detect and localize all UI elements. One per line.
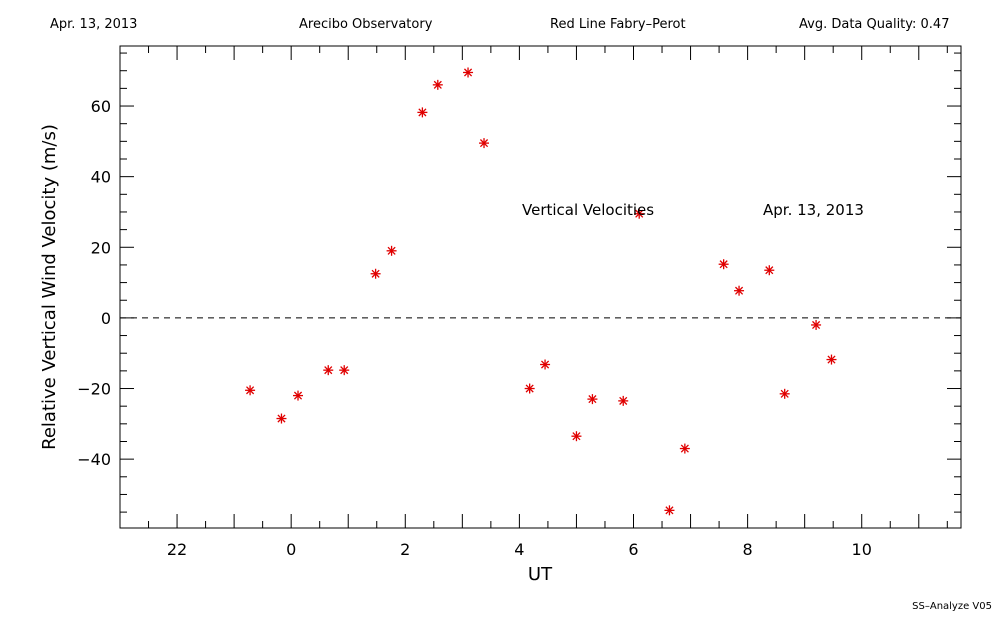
axis-tick-labels: 22 0 2 4 6 8 10 −40 −20 0 20 40 60: [77, 97, 872, 559]
header-date: Apr. 13, 2013: [50, 17, 138, 32]
data-point: [479, 138, 490, 149]
data-point: [432, 79, 443, 90]
data-point: [276, 413, 287, 424]
data-point: [679, 443, 690, 454]
data-point: [540, 359, 551, 370]
x-tick-label: 0: [286, 540, 296, 559]
x-tick-label: 22: [167, 540, 187, 559]
data-point: [811, 319, 822, 330]
y-tick-label: 20: [91, 238, 111, 257]
y-tick-label: 40: [91, 168, 111, 187]
data-point: [826, 354, 837, 365]
data-point: [524, 383, 535, 394]
annotation-date: Apr. 13, 2013: [763, 201, 864, 219]
data-point: [245, 385, 256, 396]
data-point: [587, 394, 598, 405]
data-point: [463, 67, 474, 78]
axis-ticks: [120, 46, 961, 528]
data-point: [293, 390, 304, 401]
data-point: [779, 388, 790, 399]
data-point: [571, 431, 582, 442]
y-tick-label: −40: [77, 450, 111, 469]
data-point: [664, 505, 675, 516]
data-point: [370, 268, 381, 279]
x-tick-label: 10: [852, 540, 872, 559]
data-point: [764, 265, 775, 276]
data-points: [245, 67, 837, 516]
y-axis-title: Relative Vertical Wind Velocity (m/s): [39, 124, 60, 450]
data-point: [634, 208, 645, 219]
x-tick-label: 6: [628, 540, 638, 559]
plot-frame: [119, 45, 962, 529]
header-instrument: Red Line Fabry–Perot: [550, 17, 686, 32]
data-point: [323, 365, 334, 376]
data-point: [386, 245, 397, 256]
data-point: [417, 107, 428, 118]
x-tick-label: 2: [400, 540, 410, 559]
data-point: [734, 285, 745, 296]
data-point: [339, 365, 350, 376]
y-tick-label: −20: [77, 380, 111, 399]
data-point: [618, 395, 629, 406]
x-axis-title: UT: [528, 564, 553, 585]
y-tick-label: 0: [101, 309, 111, 328]
header-quality: Avg. Data Quality: 0.47: [799, 17, 950, 32]
annotation-title: Vertical Velocities: [522, 201, 654, 219]
x-tick-label: 8: [743, 540, 753, 559]
data-point: [718, 259, 729, 270]
header-site: Arecibo Observatory: [299, 17, 433, 32]
x-tick-label: 4: [514, 540, 524, 559]
y-tick-label: 60: [91, 97, 111, 116]
software-version: SS–Analyze V05: [912, 601, 992, 612]
